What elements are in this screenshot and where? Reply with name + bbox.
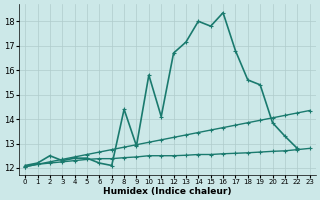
X-axis label: Humidex (Indice chaleur): Humidex (Indice chaleur): [103, 187, 232, 196]
